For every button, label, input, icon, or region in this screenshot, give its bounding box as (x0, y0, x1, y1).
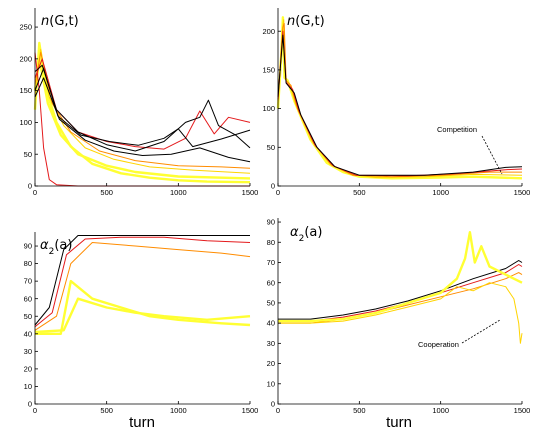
cooperation-annotation: Cooperation (418, 340, 459, 349)
p2-ytick-label-4: 200 (262, 27, 275, 36)
p3-ytick-label-6: 60 (24, 294, 32, 303)
p2-series-line-4 (277, 34, 523, 176)
p1-series-line-1 (33, 57, 251, 180)
p3-series-line-3 (35, 279, 251, 335)
p3-series-line-0 (34, 235, 250, 326)
panel-top-left-bg (35, 8, 250, 186)
p1-series-line-8 (34, 77, 251, 163)
p1-series-line-3 (34, 52, 251, 169)
panel-bottom-right-xlabel: turn (386, 414, 412, 431)
p2-xtick-label-3: 1500 (514, 188, 531, 197)
p3-xtick-label-2: 1000 (170, 406, 187, 415)
p3-ytick-label-8: 80 (24, 259, 32, 268)
p4-series-line-0 (278, 260, 523, 320)
panel-top-left: 0 500 1000 1500 0 50 100 150 200 250 n(G,t) (19, 8, 258, 197)
competition-annotation: Competition (437, 125, 477, 134)
p3-ytick-label-4: 40 (24, 329, 32, 338)
p1-ytick-label-4: 200 (19, 54, 32, 63)
p1-xtick-label-0: 0 (33, 188, 37, 197)
p3-xtick-label-1: 500 (100, 406, 113, 415)
p3-series-line-4 (34, 297, 251, 334)
panel-bottom-right-bg (278, 218, 522, 404)
p4-ytick-label-3: 30 (267, 339, 275, 348)
panel-bottom-left: 0 500 1000 1500 0 10 20 30 40 50 60 70 80 90 α2(a) tu… (24, 232, 259, 431)
p3-ytick-label-2: 20 (24, 364, 32, 373)
panel-bottom-left-ylabel: α2(a) (40, 238, 72, 257)
p2-xtick-label-0: 0 (276, 188, 280, 197)
p4-ytick-label-2: 20 (267, 359, 275, 368)
p3-ytick-label-5: 50 (24, 312, 32, 321)
p1-ytick-label-1: 50 (24, 150, 32, 159)
p2-ytick-label-2: 100 (262, 104, 275, 113)
p3-series-line-2 (34, 242, 251, 331)
p4-xtick-label-0: 0 (276, 406, 280, 415)
p4-ytick-label-5: 50 (267, 299, 275, 308)
panel-bottom-left-xlabel: turn (129, 414, 155, 431)
p4-ytick-label-4: 40 (267, 319, 275, 328)
p1-ytick-label-2: 100 (19, 118, 32, 127)
cooperation-pointer (461, 319, 501, 344)
p3-ytick-label-0: 0 (28, 400, 32, 409)
p1-series-line-7 (34, 67, 251, 148)
p2-xtick-label-2: 1000 (432, 188, 449, 197)
p1-ytick-label-0: 0 (28, 182, 32, 191)
p1-ytick-label-3: 150 (19, 86, 32, 95)
p3-ytick-label-7: 70 (24, 277, 32, 286)
p2-ytick-label-3: 150 (262, 66, 275, 75)
panel-bottom-right-ylabel: α2(a) (290, 225, 322, 244)
p1-ytick-label-5: 250 (19, 23, 32, 32)
panel-bottom-right: 0 500 1000 1500 0 10 20 30 40 50 60 70 80 90 α2(a) tu… (267, 218, 531, 431)
p4-ytick-label-8: 80 (267, 238, 275, 247)
p3-ytick-label-1: 10 (24, 382, 32, 391)
panel-top-right-ylabel: n(G,t) (287, 14, 325, 29)
p4-series-line-3 (278, 282, 523, 344)
p3-xtick-label-0: 0 (33, 406, 37, 415)
p4-ytick-label-7: 70 (267, 258, 275, 267)
p1-xtick-label-3: 1500 (242, 188, 259, 197)
panel-top-left-ylabel: n(G,t) (41, 14, 79, 29)
p4-ytick-label-0: 0 (271, 400, 275, 409)
p1-xtick-label-2: 1000 (170, 188, 187, 197)
p2-ytick-label-1: 50 (267, 143, 275, 152)
p3-xtick-label-3: 1500 (242, 406, 259, 415)
p1-series-line-0 (33, 41, 251, 184)
panel-top-right: 0 500 1000 1500 0 50 100 150 200 n(G,t) Competit… (262, 8, 530, 197)
p2-ytick-label-0: 0 (271, 182, 275, 191)
p4-xtick-label-3: 1500 (514, 406, 531, 415)
p3-series-line-1 (34, 236, 251, 328)
p2-xtick-label-1: 500 (353, 188, 366, 197)
p4-ytick-label-1: 10 (267, 379, 275, 388)
p4-xtick-label-1: 500 (353, 406, 366, 415)
p1-xtick-label-1: 500 (100, 188, 113, 197)
p3-ytick-label-3: 30 (24, 347, 32, 356)
p4-xtick-label-2: 1000 (432, 406, 449, 415)
p4-ytick-label-6: 60 (267, 278, 275, 287)
p3-ytick-label-9: 90 (24, 242, 32, 251)
p4-ytick-label-9: 90 (267, 218, 275, 227)
competition-pointer (481, 135, 503, 175)
panel-top-right-bg (278, 8, 522, 186)
p4-series-line-4 (278, 230, 523, 323)
